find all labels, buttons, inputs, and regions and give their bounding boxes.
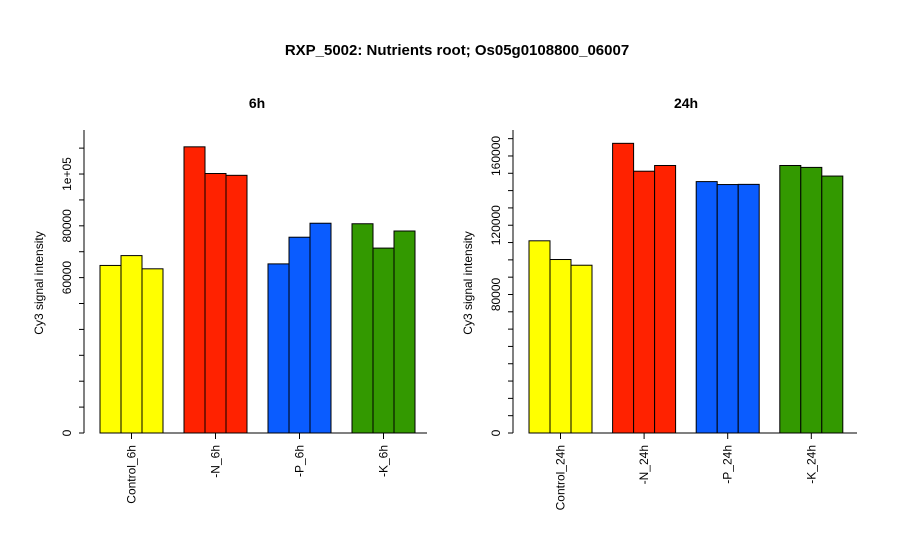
x-tick-label: Control_6h xyxy=(125,445,139,504)
bar xyxy=(288,236,311,434)
bar xyxy=(549,259,572,434)
x-tick-label: -N_24h xyxy=(637,445,651,484)
x-tick-label: -P_24h xyxy=(721,445,735,484)
x-tick-label: -K_24h xyxy=(804,445,818,484)
x-tick-label: -P_6h xyxy=(293,445,307,477)
bar xyxy=(528,240,551,434)
y-tick-label: 0 xyxy=(489,429,503,436)
bar xyxy=(612,142,635,434)
y-tick-label: 160000 xyxy=(489,136,503,176)
chart-panel-24h: 24h Cy3 signal intensity 0 80000 120000 160… xyxy=(461,95,857,510)
bar xyxy=(372,247,395,434)
bar xyxy=(800,166,823,434)
y-tick-label: 120000 xyxy=(489,205,503,245)
bar xyxy=(779,164,802,434)
panel-title-24h: 24h xyxy=(674,95,698,111)
main-title: RXP_5002: Nutrients root; Os05g0108800_0… xyxy=(285,42,629,59)
bar xyxy=(141,268,164,434)
bars-24h xyxy=(528,142,844,434)
chart-panel-6h: 6h Cy3 signal intensity 0 60000 80000 1e+05… xyxy=(32,95,427,504)
bar xyxy=(225,174,248,434)
y-axis-6h: 0 60000 80000 1e+05 xyxy=(60,130,85,436)
bar xyxy=(654,164,677,434)
x-axis-6h: Control_6h -N_6h -P_6h -K_6h xyxy=(100,432,427,504)
bars-6h xyxy=(99,146,416,434)
bar xyxy=(267,263,290,434)
bar xyxy=(695,181,718,434)
y-tick-label: 80000 xyxy=(60,209,74,243)
y-tick-label: 80000 xyxy=(489,277,503,311)
bar xyxy=(204,173,227,434)
bar xyxy=(351,223,374,434)
bar xyxy=(716,184,739,434)
y-axis-label-6h: Cy3 signal intensity xyxy=(32,231,46,334)
bar xyxy=(120,255,143,434)
bar xyxy=(393,230,416,434)
y-tick-label: 60000 xyxy=(60,261,74,295)
x-axis-24h: Control_24h -N_24h -P_24h -K_24h xyxy=(529,432,857,510)
bar xyxy=(737,183,760,434)
y-tick-label: 1e+05 xyxy=(60,157,74,191)
bar xyxy=(633,170,656,434)
bar xyxy=(309,222,332,434)
x-tick-label: -N_6h xyxy=(209,445,223,478)
bar xyxy=(183,146,206,434)
x-tick-label: -K_6h xyxy=(377,445,391,477)
bar xyxy=(821,175,844,434)
y-axis-24h: 0 80000 120000 160000 xyxy=(489,130,514,436)
y-tick-label: 0 xyxy=(60,429,74,436)
bar xyxy=(570,264,593,434)
panel-title-6h: 6h xyxy=(249,95,265,111)
bar xyxy=(99,264,122,434)
x-tick-label: Control_24h xyxy=(554,445,568,510)
y-axis-label-24h: Cy3 signal intensity xyxy=(461,231,475,334)
